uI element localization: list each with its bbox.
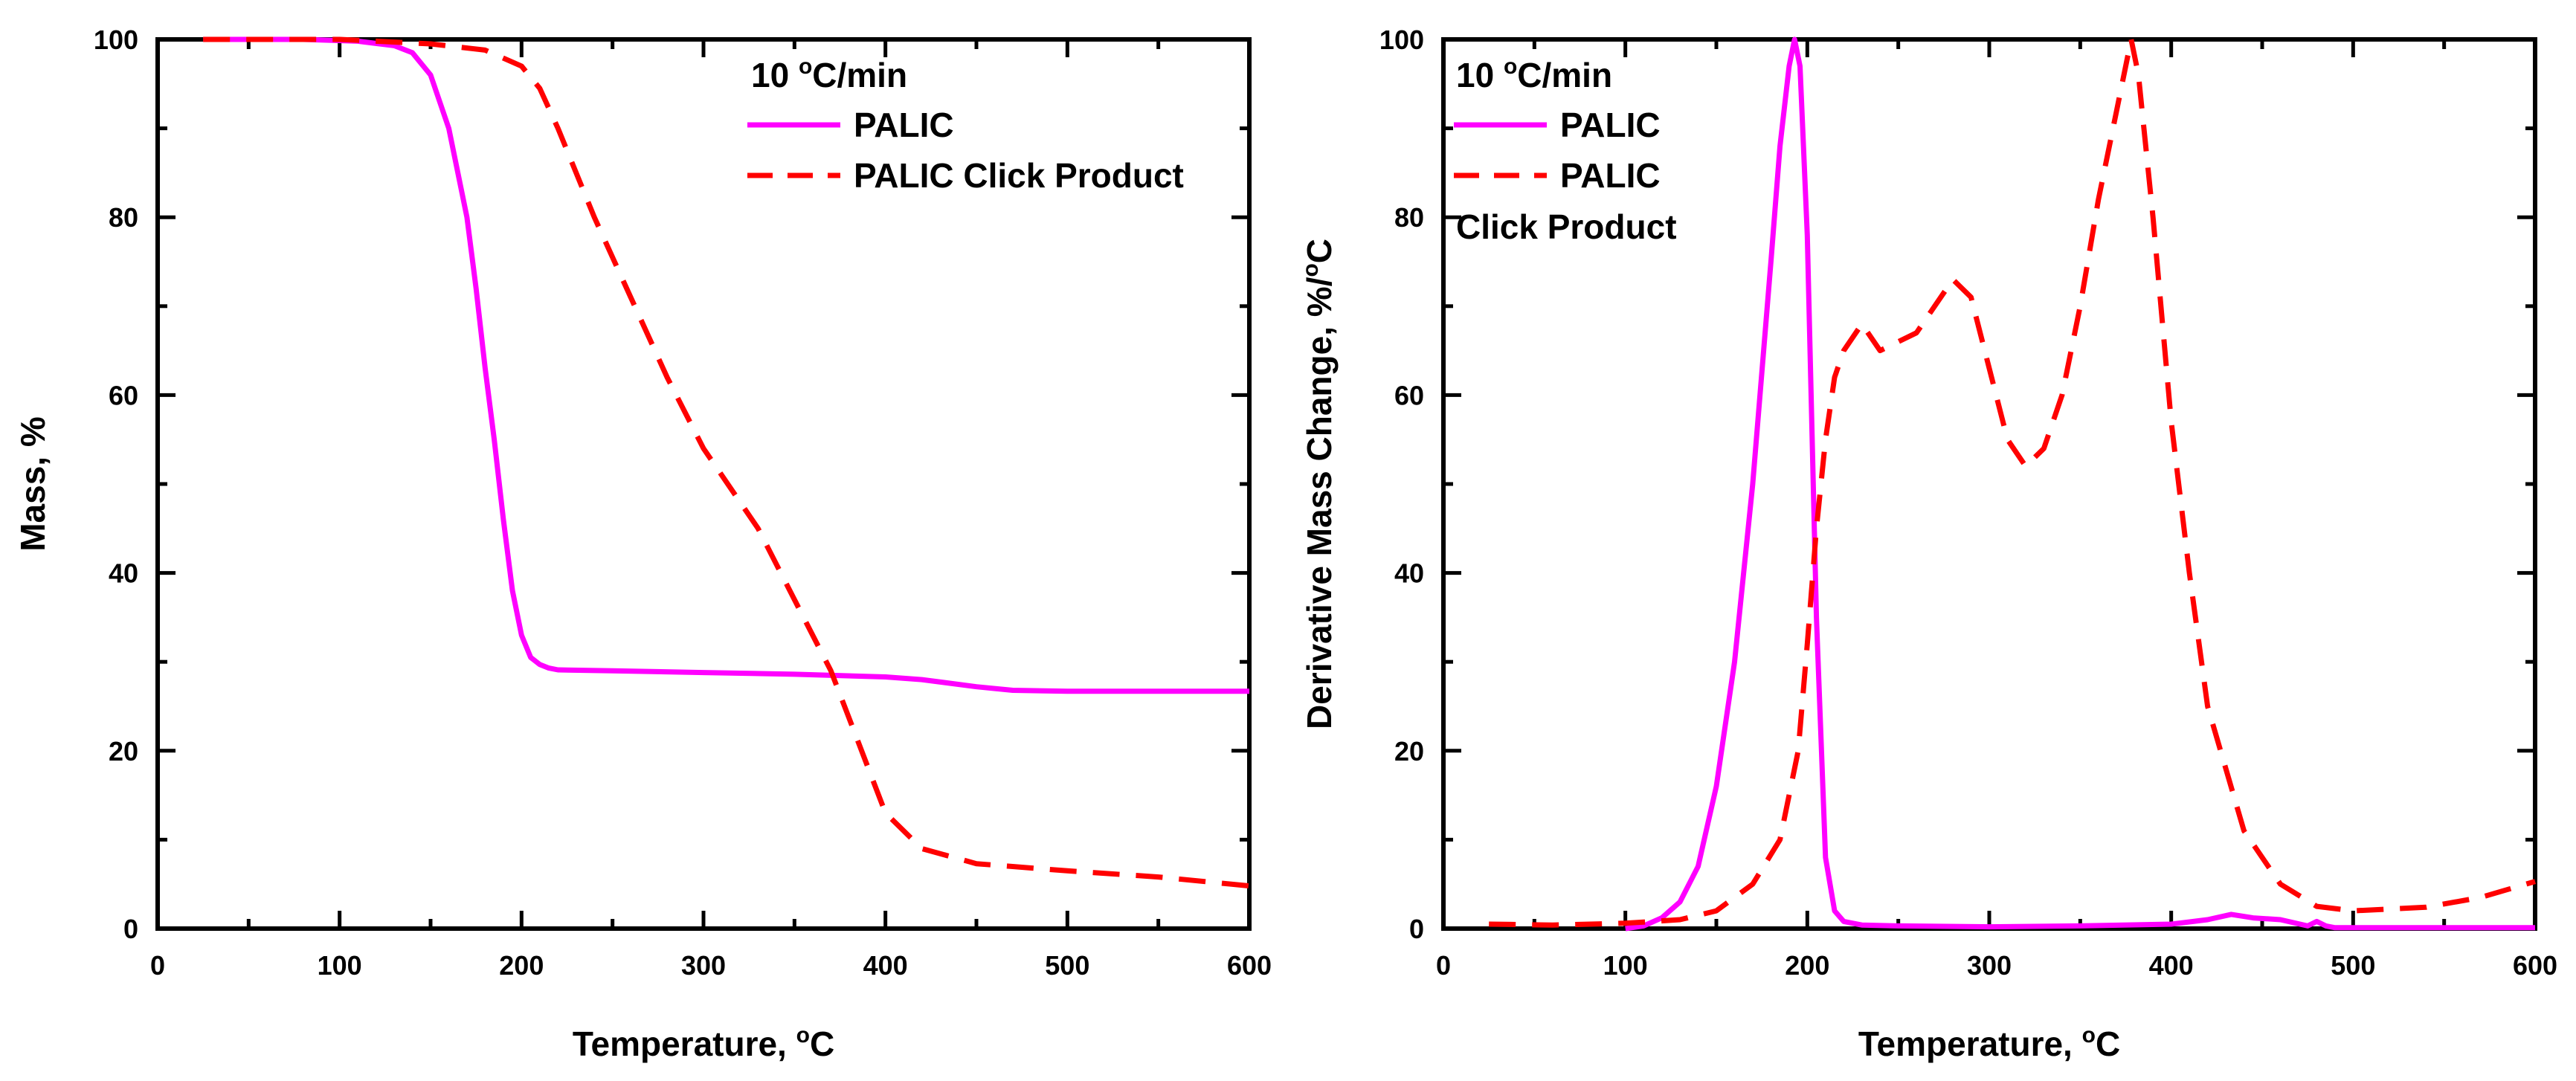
left-series-palic [203, 36, 1249, 694]
right-y-axis-title: Derivative Mass Change, %/oC [1298, 239, 1339, 729]
left-legend-label-palic: PALIC [854, 106, 954, 144]
left-x-tick-label: 0 [150, 950, 165, 981]
right-x-tick-label: 100 [1603, 950, 1648, 981]
left-legend-heading: 10 oC/min [751, 54, 907, 94]
right-x-axis-title: Temperature, oC [1858, 1023, 2120, 1063]
right-tick-labels: 0 100 200 300 400 500 600 0 20 40 60 80 100 [1379, 25, 2557, 981]
right-legend-label-click: PALIC [1560, 156, 1661, 195]
right-x-tick-label: 400 [2149, 950, 2194, 981]
right-legend-label-click-wrap: Click Product [1456, 207, 1677, 246]
right-axis-ticks [1441, 37, 2537, 931]
left-axis-ticks [155, 37, 1252, 931]
right-x-tick-label: 600 [2513, 950, 2557, 981]
left-x-tick-label: 300 [681, 950, 726, 981]
right-y-tick-label: 20 [1394, 736, 1424, 767]
right-series-palic [1625, 36, 2535, 932]
left-tick-labels: 0 100 200 300 400 500 600 0 20 40 60 80 100 [94, 25, 1272, 981]
left-y-tick-label: 20 [109, 736, 138, 767]
left-x-tick-label: 500 [1045, 950, 1089, 981]
left-x-tick-label: 200 [499, 950, 544, 981]
left-x-tick-label: 100 [318, 950, 362, 981]
left-series [203, 36, 1250, 889]
left-y-tick-label: 40 [109, 558, 138, 589]
left-legend-label-click: PALIC Click Product [854, 156, 1184, 195]
left-x-axis-title: Temperature, oC [573, 1023, 834, 1063]
left-y-tick-label: 60 [109, 380, 138, 410]
right-chart: 0 100 200 300 400 500 600 0 20 40 60 80 100 Temperat… [1298, 25, 2557, 1063]
right-x-tick-label: 0 [1436, 950, 1451, 981]
right-y-tick-label: 0 [1409, 914, 1424, 944]
left-x-tick-label: 400 [863, 950, 908, 981]
right-legend-heading: 10 oC/min [1456, 54, 1612, 94]
right-y-tick-label: 40 [1394, 558, 1424, 589]
left-chart: 0 100 200 300 400 500 600 0 20 40 60 80 100 Temperat… [13, 25, 1272, 1063]
left-x-tick-label: 600 [1227, 950, 1272, 981]
right-y-tick-label: 80 [1394, 202, 1424, 233]
left-y-tick-label: 100 [94, 25, 138, 55]
left-y-tick-label: 80 [109, 202, 138, 233]
right-series-palic-click-product [1489, 36, 2536, 928]
right-x-tick-label: 500 [2331, 950, 2375, 981]
left-y-tick-label: 0 [123, 914, 138, 944]
left-legend: 10 oC/min PALIC PALIC Click Product [747, 54, 1184, 195]
right-x-tick-label: 300 [1967, 950, 2012, 981]
right-legend: 10 oC/min PALIC PALIC Click Product [1454, 54, 1677, 246]
left-y-axis-title: Mass, % [13, 416, 52, 552]
right-x-tick-label: 200 [1785, 950, 1829, 981]
left-series-palic-click-product [203, 36, 1250, 889]
right-series [1489, 36, 2536, 932]
right-y-tick-label: 100 [1379, 25, 1424, 55]
right-y-tick-label: 60 [1394, 380, 1424, 410]
right-legend-label-palic: PALIC [1560, 106, 1661, 144]
